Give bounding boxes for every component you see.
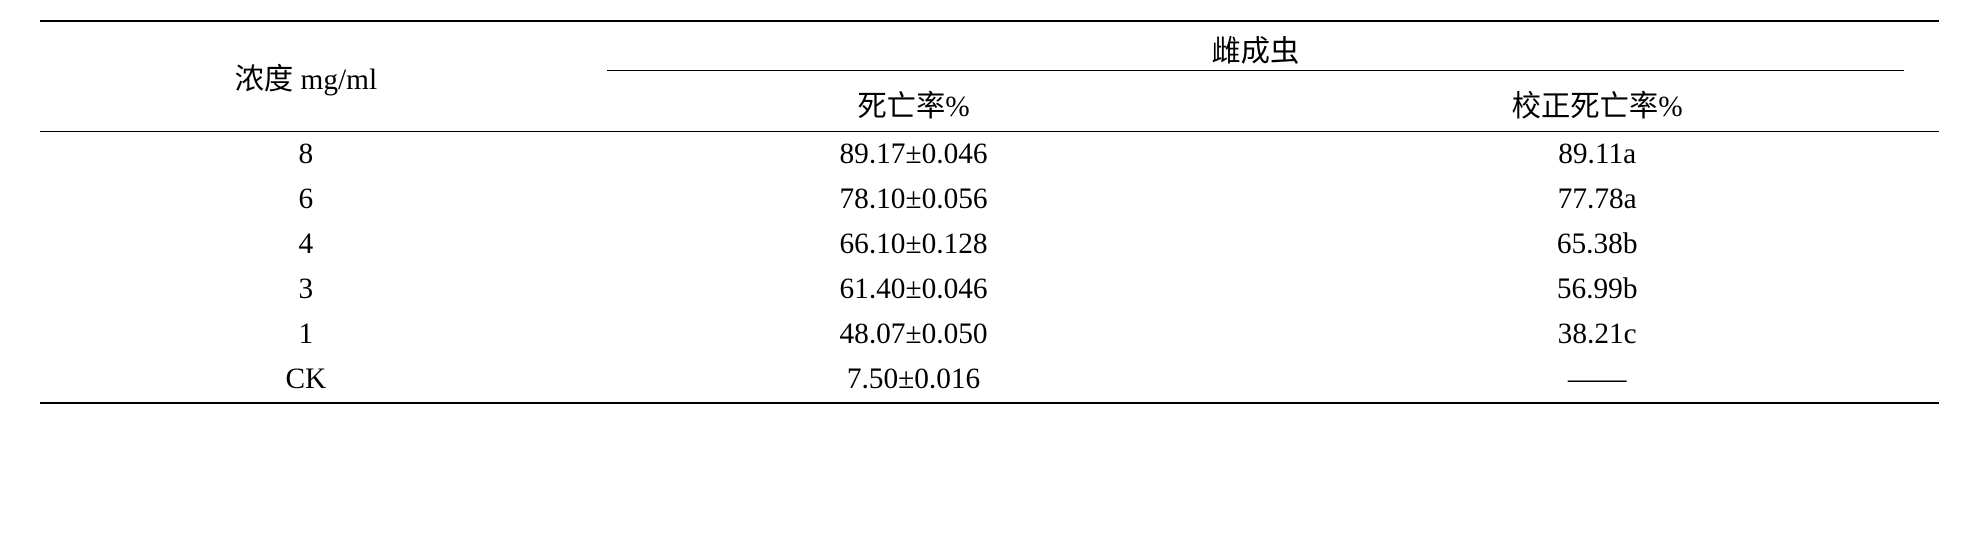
cell-corrected: 38.21c xyxy=(1255,312,1939,357)
cell-concentration: 8 xyxy=(40,132,572,178)
header-group-underline xyxy=(607,70,1904,71)
cell-mortality: 66.10±0.128 xyxy=(572,222,1256,267)
cell-corrected: 77.78a xyxy=(1255,177,1939,222)
header-corrected-mortality: 校正死亡率% xyxy=(1255,77,1939,132)
table-row: 6 78.10±0.056 77.78a xyxy=(40,177,1939,222)
header-mortality: 死亡率% xyxy=(572,77,1256,132)
cell-mortality: 48.07±0.050 xyxy=(572,312,1256,357)
cell-mortality: 61.40±0.046 xyxy=(572,267,1256,312)
cell-corrected: —— xyxy=(1255,357,1939,403)
cell-mortality: 7.50±0.016 xyxy=(572,357,1256,403)
cell-mortality: 78.10±0.056 xyxy=(572,177,1256,222)
cell-concentration: 3 xyxy=(40,267,572,312)
table-body: 8 89.17±0.046 89.11a 6 78.10±0.056 77.78… xyxy=(40,132,1939,404)
cell-concentration: CK xyxy=(40,357,572,403)
table-row: 3 61.40±0.046 56.99b xyxy=(40,267,1939,312)
cell-mortality: 89.17±0.046 xyxy=(572,132,1256,178)
cell-corrected: 65.38b xyxy=(1255,222,1939,267)
header-concentration: 浓度 mg/ml xyxy=(40,21,572,132)
header-group-label: 雌成虫 xyxy=(1211,36,1299,68)
table-row: 4 66.10±0.128 65.38b xyxy=(40,222,1939,267)
cell-corrected: 56.99b xyxy=(1255,267,1939,312)
cell-concentration: 6 xyxy=(40,177,572,222)
cell-concentration: 1 xyxy=(40,312,572,357)
cell-corrected: 89.11a xyxy=(1255,132,1939,178)
table-row: CK 7.50±0.016 —— xyxy=(40,357,1939,403)
mortality-table: 浓度 mg/ml 雌成虫 死亡率% 校正死亡率% 8 89.17±0.046 8… xyxy=(40,20,1939,404)
table-row: 1 48.07±0.050 38.21c xyxy=(40,312,1939,357)
header-group: 雌成虫 xyxy=(572,21,1939,77)
table-row: 8 89.17±0.046 89.11a xyxy=(40,132,1939,178)
cell-concentration: 4 xyxy=(40,222,572,267)
